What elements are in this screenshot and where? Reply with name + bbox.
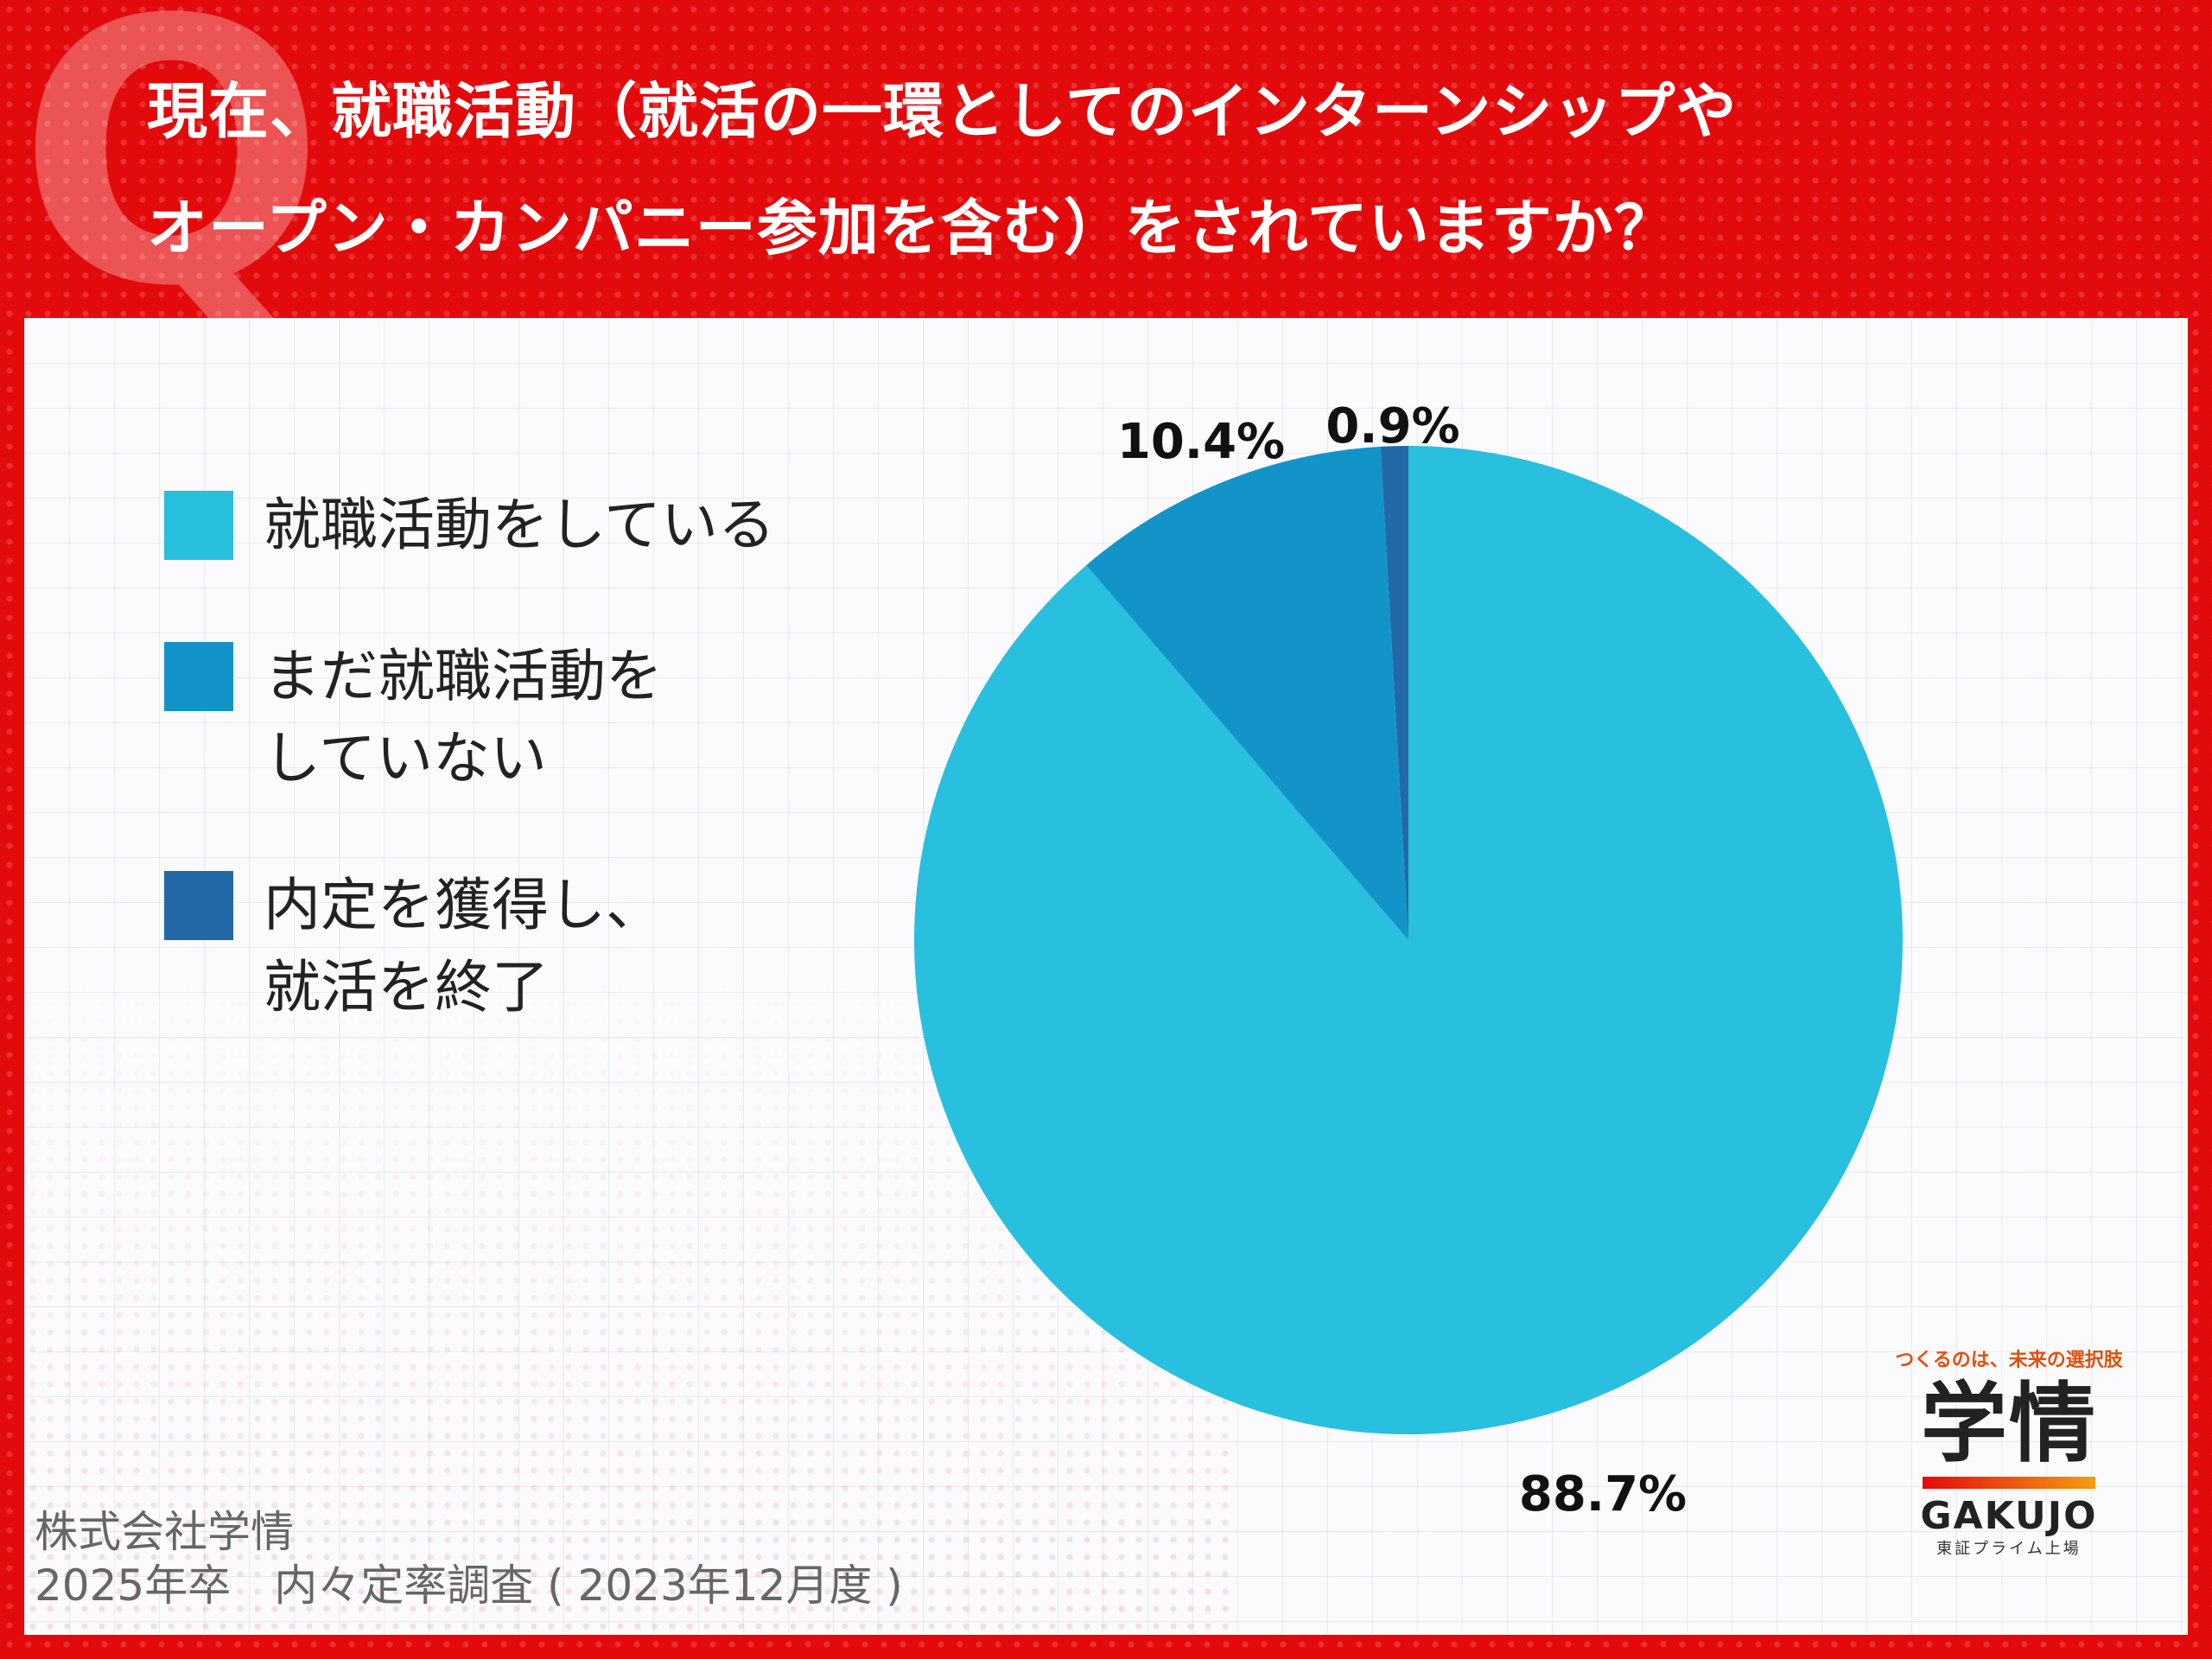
data-label-finished: 0.9% xyxy=(1325,398,1459,454)
pie-slice-finished xyxy=(1380,446,1408,940)
legend-label-active: 就職活動をしている xyxy=(264,492,776,558)
page-title: 現在、就職活動（就活の一環としてのインターンシップや オープン・カンパニー参加を… xyxy=(147,54,2134,287)
data-label-active: 88.7% xyxy=(1519,1466,1687,1522)
logo-name-en: GAKUJO xyxy=(1920,1494,2098,1538)
source-note: 株式会社学情 2025年卒 内々定率調査 ( 2023年12月度 ) xyxy=(35,1505,903,1612)
legend-label-not-yet: まだ就職活動を していない xyxy=(264,643,663,791)
logo-gradient-bar xyxy=(1923,1477,2095,1489)
legend-swatch-finished xyxy=(164,871,233,940)
source-line-2: 2025年卒 内々定率調査 ( 2023年12月度 ) xyxy=(35,1560,903,1611)
title-line-1: 現在、就職活動（就活の一環としてのインターンシップや xyxy=(147,76,1738,147)
source-line-1: 株式会社学情 xyxy=(35,1507,294,1557)
legend-label-finished: 内定を獲得し、 就活を終了 xyxy=(264,872,663,1020)
pie-slice-not-yet xyxy=(1086,446,1408,940)
legend-swatch-active xyxy=(164,491,233,560)
data-label-not-yet: 10.4% xyxy=(1117,414,1285,470)
q-badge: Q xyxy=(17,0,327,366)
gakujo-logo: つくるのは、未来の選択肢 学情 GAKUJO 東証プライム上場 xyxy=(1888,1348,2130,1590)
logo-sub: 東証プライム上場 xyxy=(1936,1540,2082,1558)
legend-swatch-not-yet xyxy=(164,642,233,711)
logo-tagline: つくるのは、未来の選択肢 xyxy=(1895,1350,2123,1371)
title-line-2: オープン・カンパニー参加を含む）をされていますか？ xyxy=(147,193,1675,264)
logo-name: 学情 xyxy=(1921,1373,2097,1474)
